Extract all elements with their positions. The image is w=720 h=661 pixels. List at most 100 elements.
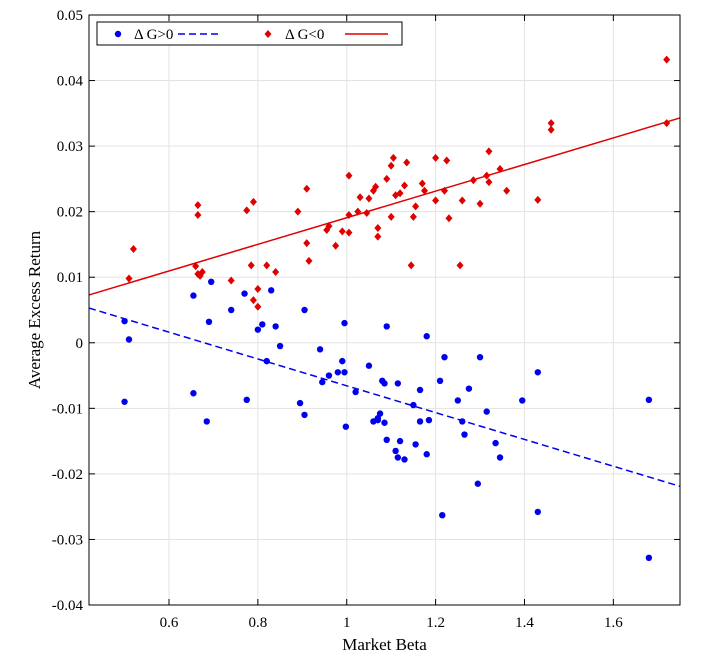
point-g-neg (249, 296, 257, 305)
point-g-neg (534, 195, 542, 204)
point-g-neg (354, 207, 362, 216)
axis-ticks: 0.6 0.8 1 1.2 1.4 1.6 -0.04 -0.03 -0.02 -0.01 0 0.0… (52, 8, 680, 631)
point-g-neg (254, 285, 262, 294)
point-g-pos (203, 418, 210, 425)
point-g-neg (374, 224, 382, 233)
point-g-pos (341, 369, 348, 376)
point-g-neg (383, 174, 391, 183)
point-g-pos (121, 317, 128, 325)
point-g-pos (365, 362, 373, 369)
point-g-pos (334, 369, 342, 376)
point-g-pos (645, 396, 653, 404)
point-g-pos (125, 336, 133, 343)
point-g-pos (190, 390, 197, 397)
point-g-pos (383, 323, 390, 330)
point-g-pos (436, 377, 444, 384)
y-tick-label: -0.01 (52, 401, 83, 417)
x-tick-label: 0.8 (248, 615, 267, 631)
point-g-pos (121, 398, 128, 405)
legend-marker-g-neg (264, 30, 272, 38)
point-g-neg (243, 206, 251, 215)
x-tick-label: 0.6 (160, 615, 179, 631)
legend-box (96, 21, 403, 46)
legend-label-g-neg: Δ G<0 (285, 27, 324, 43)
point-g-neg (547, 125, 555, 134)
point-g-pos (416, 386, 424, 394)
point-g-neg (412, 202, 420, 211)
y-tick-label: -0.04 (52, 598, 84, 614)
point-g-pos (454, 397, 462, 404)
point-g-neg (443, 156, 451, 165)
point-g-pos (263, 357, 270, 365)
point-g-neg (483, 171, 491, 180)
point-g-neg (387, 161, 395, 170)
point-g-pos (492, 439, 499, 447)
point-g-pos (496, 454, 504, 461)
point-g-pos (519, 397, 526, 404)
point-g-pos (410, 401, 417, 409)
point-g-neg (440, 186, 448, 195)
point-g-neg (432, 153, 440, 162)
fit-line-g-pos (88, 307, 681, 488)
point-g-neg (400, 181, 408, 190)
y-tick-label: 0.01 (57, 270, 83, 286)
point-g-pos (394, 454, 402, 461)
point-g-neg (372, 182, 380, 191)
point-g-neg (345, 171, 353, 180)
point-g-neg (227, 276, 235, 285)
point-g-pos (339, 357, 346, 365)
point-g-neg (663, 55, 671, 64)
point-g-pos (465, 385, 473, 392)
point-g-pos (441, 354, 448, 361)
point-g-pos (394, 380, 402, 387)
point-g-pos (316, 346, 324, 353)
point-g-pos (190, 292, 197, 299)
point-g-pos (319, 378, 326, 386)
point-g-pos (243, 396, 250, 404)
point-g-neg (409, 212, 417, 221)
point-g-pos (254, 326, 262, 333)
legend-marker-g-pos (114, 30, 122, 38)
point-g-neg (365, 194, 373, 203)
point-g-neg (303, 184, 311, 193)
y-tick-label: 0.02 (57, 205, 83, 221)
point-g-pos (259, 321, 266, 328)
point-g-neg (476, 199, 484, 208)
point-g-pos (461, 431, 468, 438)
point-g-pos (396, 437, 404, 445)
point-g-neg (332, 241, 340, 250)
x-tick-label: 1.6 (604, 615, 623, 631)
point-g-neg (325, 222, 333, 231)
y-tick-label: 0.03 (57, 139, 83, 155)
point-g-pos (381, 380, 388, 387)
point-g-pos (459, 418, 466, 425)
grid-lines (89, 14, 680, 606)
point-g-neg (303, 239, 311, 248)
point-g-pos (374, 416, 382, 424)
point-g-neg (458, 196, 466, 205)
point-g-neg (389, 153, 397, 162)
point-g-pos (241, 290, 248, 297)
point-g-pos (476, 354, 484, 361)
point-g-neg (496, 165, 504, 174)
point-g-pos (383, 436, 390, 443)
point-g-neg (469, 176, 477, 185)
point-g-pos (301, 306, 308, 314)
point-g-neg (125, 274, 133, 283)
point-g-neg (194, 210, 202, 219)
point-g-neg (387, 212, 395, 221)
y-tick-label: 0.05 (57, 8, 83, 24)
y-tick-label: 0 (76, 336, 84, 352)
y-tick-label: 0.04 (57, 74, 84, 90)
point-g-pos (534, 508, 542, 516)
point-g-neg (403, 158, 411, 167)
fit-line-g-neg (88, 117, 681, 296)
point-g-neg (272, 267, 280, 276)
x-tick-label: 1 (343, 615, 351, 631)
legend: Δ G>0 Δ G<0 (96, 21, 403, 46)
point-g-pos (227, 306, 235, 314)
plot-frame (88, 14, 681, 606)
point-g-neg (263, 261, 271, 270)
point-g-neg (198, 267, 206, 276)
point-g-pos (352, 388, 359, 396)
